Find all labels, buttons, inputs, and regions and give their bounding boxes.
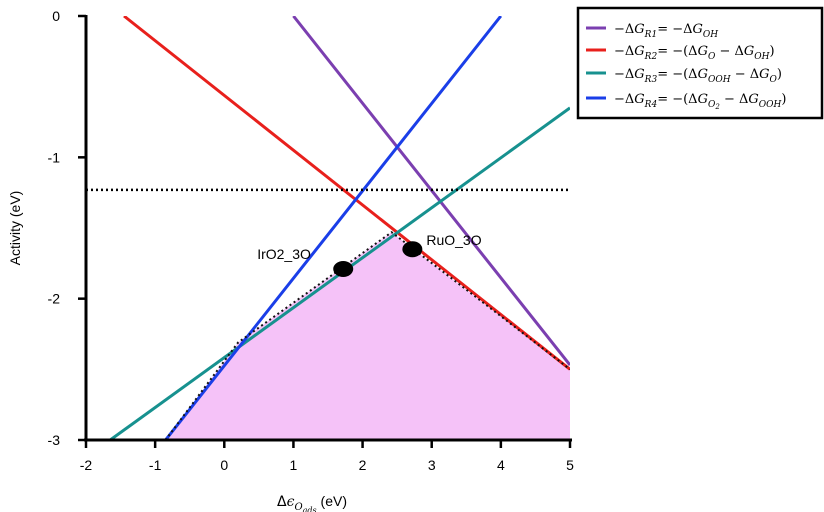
y-tick-label: -2 <box>48 291 61 307</box>
x-ticks: -2 -1 0 1 2 3 4 5 <box>80 440 574 473</box>
y-axis-title: Activity (eV) <box>7 191 23 266</box>
x-tick-label: -1 <box>149 457 162 473</box>
data-point-label: RuO_3O <box>426 232 481 248</box>
series-line-r4 <box>164 16 503 440</box>
x-tick-label: 3 <box>428 457 436 473</box>
x-axis-title: ΔϵOads (eV) <box>277 493 347 512</box>
y-tick-label: 0 <box>52 8 60 24</box>
legend-entry-r1: −ΔGR1= −ΔGOH <box>614 22 718 40</box>
plot-area <box>86 16 570 440</box>
series-line-r2 <box>123 16 570 371</box>
data-point-marker <box>333 260 354 277</box>
x-tick-label: 1 <box>290 457 298 473</box>
x-tick-label: 2 <box>359 457 367 473</box>
data-point-label: IrO2_3O <box>257 246 311 262</box>
x-tick-label: -2 <box>80 457 93 473</box>
y-tick-label: -1 <box>48 149 61 165</box>
legend: −ΔGR1= −ΔGOH −ΔGR2= −(ΔGO − ΔGOH) −ΔGR3=… <box>576 6 824 120</box>
x-tick-label: 5 <box>566 457 574 473</box>
x-tick-label: 0 <box>220 457 228 473</box>
x-tick-label: 4 <box>497 457 505 473</box>
data-point-marker <box>402 241 423 258</box>
legend-entry-r4: −ΔGR4= −(ΔGO2 − ΔGOOH) <box>614 92 786 111</box>
y-tick-label: -3 <box>48 432 61 448</box>
activity-region <box>165 232 570 440</box>
y-ticks: 0 -1 -2 -3 <box>48 8 86 448</box>
data-points: IrO2_3O RuO_3O <box>257 232 482 277</box>
activity-boundary <box>164 230 570 440</box>
legend-box <box>576 6 824 120</box>
axes <box>84 15 572 442</box>
